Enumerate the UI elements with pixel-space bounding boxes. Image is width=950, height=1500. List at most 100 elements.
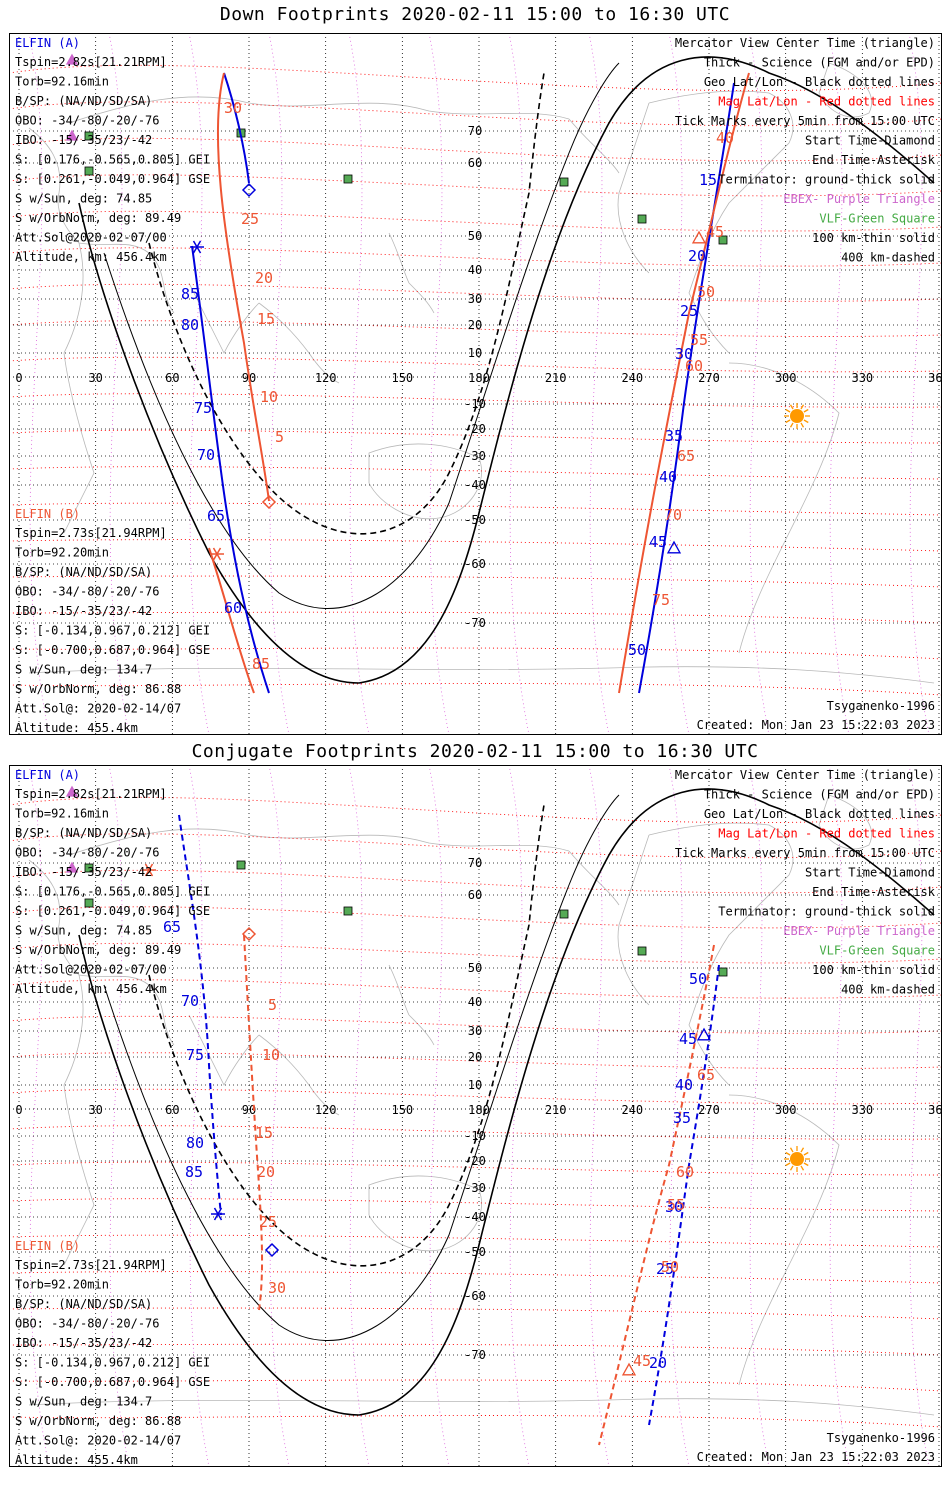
lon-tick-label: 270 [698,1103,720,1117]
legend-line: EBEX- Purple Triangle [783,924,935,938]
coastline-4 [188,282,260,354]
mag-meridian [668,33,690,735]
coastline-7 [388,232,435,314]
mag-parallel [9,393,942,408]
elfin-b-param: S: [-0.700,0.687,0.964] GSE [15,643,210,657]
elfin-a-param: OBO: -34/-80/-20/-76 [15,114,160,128]
legend-line: 100 km-thin solid [812,963,935,977]
coastline-7 [388,964,435,1046]
mag-meridian [428,765,450,1467]
sun-ray [789,404,794,410]
mag-parallel [9,1088,942,1105]
lon-tick-label: 210 [545,1103,567,1117]
lat-tick-label: 10 [468,1078,482,1092]
lat-tick-label: -50 [464,1245,486,1259]
elfin-b-param: Torb=92.20min [15,1278,109,1292]
legend-line: 100 km-thin solid [812,231,935,245]
track-b-east-conj [598,944,715,1446]
sun-ray [800,422,805,428]
sun-ray [785,1151,791,1156]
sun-disc [790,1152,804,1166]
vlf-station [637,946,647,956]
track-a-time-label: 45 [649,533,667,551]
mag-meridian [108,33,130,735]
lon-tick-label: 90 [242,1103,256,1117]
track-b-time-label: 25 [259,1213,277,1231]
terminator-400km [148,804,545,1267]
lon-tick-label: 300 [775,371,797,385]
lon-tick-label: 0 [15,371,22,385]
sun-ray [785,1162,791,1167]
lat-tick-label: -40 [464,478,486,492]
elfin-b-param: OBO: -34/-80/-20/-76 [15,585,160,599]
mag-parallel [9,575,942,588]
coastline-11 [818,62,872,118]
lon-tick-label: 330 [851,371,873,385]
track-a-time-label: 80 [186,1134,204,1152]
mag-parallel [9,1052,942,1069]
sun-ray [785,408,791,413]
start-diamond-b [261,494,277,510]
sun-ray [789,1147,794,1153]
track-a-time-label: 35 [673,1109,691,1127]
sun-ray [803,419,809,424]
coastline-3 [78,242,175,314]
track-a-time-label: 25 [680,302,698,320]
coastline-10 [728,1094,840,1386]
elfin-b-param: Att.Sol@: 2020-02-14/07 [15,702,181,716]
track-b-time-label: 25 [241,210,259,228]
coastline-8 [648,822,794,1086]
elfin-b-header: ELFIN (B) [15,507,80,521]
sun-ray [789,422,794,428]
mag-meridian [508,765,530,1467]
track-a-west-north [223,72,250,184]
track-b-time-label: 45 [706,223,724,241]
vlf-station [84,863,94,873]
mag-meridian [908,765,930,1467]
mag-parallel [9,1415,942,1428]
map-panel-down: 0306090120150180210240270300330360706050… [9,33,942,735]
mag-parallel [9,320,942,337]
mag-grid [9,33,942,735]
track-b-time-label: 45 [633,1352,651,1370]
track-a-time-label: 60 [224,599,242,617]
track-a-time-label: 75 [186,1046,204,1064]
mag-parallel [9,466,942,480]
mag-meridian [828,33,850,735]
asterisk-stroke [212,547,222,561]
coastline-4 [188,1014,260,1086]
legend-line: Start Time-Diamond [805,134,935,148]
mag-parallel [9,247,942,267]
mag-parallel [9,539,942,552]
legend-line: Geo Lat/Lon - Black dotted lines [704,75,935,89]
vlf-station [84,166,94,176]
mag-meridian [28,33,50,735]
elfin-a-param: S w/Sun, deg: 74.85 [15,924,152,938]
center-triangle-a [666,540,682,554]
elfin-b-param: Tspin=2.73s[21.94RPM] [15,526,167,540]
elfin-a-param: B/SP: (NA/ND/SD/SA) [15,826,152,840]
map-panel-conjugate: 0306090120150180210240270300330360706050… [9,765,942,1467]
elfin-b-param: S w/OrbNorm, deg: 86.88 [15,682,181,696]
track-b-time-label: 70 [664,506,682,524]
elfin-a-param: S w/OrbNorm, deg: 89.49 [15,211,181,225]
legend: Mercator View Center Time (triangle) Thic… [675,768,936,997]
legend-line: End Time-Asterisk [812,885,936,899]
vlf-station [236,860,246,870]
panel-title-down: Down Footprints 2020-02-11 15:00 to 16:3… [219,4,731,25]
lon-tick-label: 360 [928,1103,942,1117]
center-triangle-a [696,1027,712,1041]
track-a-time-label: 85 [185,1163,203,1181]
legend-line: VLF-Green Square [819,212,935,226]
track-b-time-label: 5 [275,428,284,446]
lat-tick-label: -40 [464,1210,486,1224]
lon-tick-label: 30 [88,371,102,385]
elfin-b-info: ELFIN (B) Tspin=2.73s[21.94RPM] Torb=92.20… [15,507,210,735]
mag-meridian [188,765,210,1467]
legend-line: EBEX- Purple Triangle [783,192,935,206]
elfin-b-param: B/SP: (NA/ND/SD/SA) [15,1297,152,1311]
ebex-station [65,53,79,65]
track-a-time-label: 75 [194,399,212,417]
mag-parallel [9,356,942,373]
ebex-station [65,861,79,873]
